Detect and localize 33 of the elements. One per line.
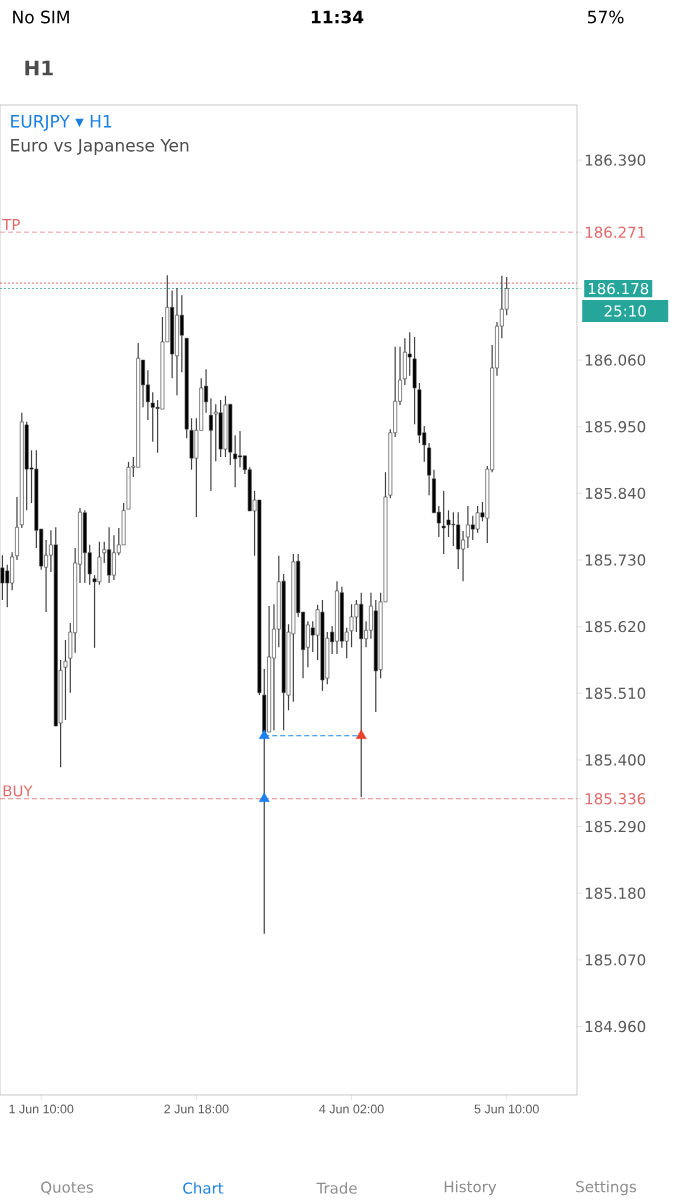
text: Quotes [41,1181,93,1195]
y-tick-label: 186.060 [585,354,646,366]
y-tick-label: 186.271 [585,226,645,238]
y-tick-label: 185.950 [585,421,646,433]
y-tick-label: 185.336 [585,793,646,805]
y-tick-label: 185.510 [585,687,646,699]
x-tick-label: 4 Jun 02:00 [319,1104,384,1114]
y-tick-label: 185.730 [585,554,646,566]
ref-line-label: BUY [3,785,33,797]
text: 11:34 [311,10,364,24]
text: 57% [588,10,624,24]
text: Chart [183,1182,224,1194]
text: Trade [316,1182,357,1194]
text: Euro vs Japanese Yen [11,139,189,155]
y-tick-label: 185.620 [585,620,646,633]
text: H1 [25,60,53,76]
x-tick-label: 2 Jun 18:00 [164,1104,229,1114]
y-tick-label: 185.070 [585,954,646,966]
x-tick-label: 1 Jun 10:00 [9,1104,74,1114]
text: EURJPY ▾ H1 [11,115,112,131]
y-tick-label: 186.178 [588,282,649,295]
y-tick-label: 185.180 [585,887,646,899]
text: Settings [576,1180,637,1196]
x-tick-label: 5 Jun 10:00 [474,1104,539,1114]
text: 25:10 [604,305,646,317]
y-tick-label: 185.290 [585,820,646,833]
ref-line-label: TP [2,219,20,231]
y-tick-label: 185.400 [585,754,646,766]
y-tick-label: 186.390 [585,154,646,166]
text: History [444,1180,497,1196]
text: No SIM [13,10,69,24]
y-tick-label: 185.840 [585,487,646,500]
y-tick-label: 184.960 [585,1020,646,1033]
